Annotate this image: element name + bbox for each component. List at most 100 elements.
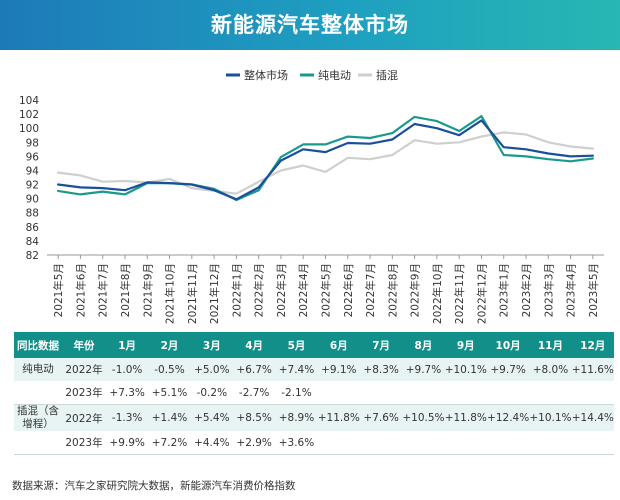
value-cell [571,381,614,405]
y-tick-label: 102 [19,109,39,121]
value-cell: +10.5% [402,404,445,431]
header-month: 3月 [190,332,233,358]
y-tick-label: 94 [26,165,40,177]
header-month: 1月 [106,332,149,358]
y-tick-label: 92 [26,180,39,192]
value-cell [444,431,487,455]
year-cell: 2022年 [62,358,106,381]
table-row: 插混（含增程） 2022年 -1.3% +1.4% +5.4% +8.5% +8.9% +11… [14,404,614,431]
value-cell: +14.4% [571,404,614,431]
value-cell [571,431,614,455]
x-tick-label: 2021年8月 [119,263,132,317]
value-cell: +9.7% [402,358,445,381]
value-cell: +8.0% [529,358,572,381]
y-tick-label: 84 [26,236,40,248]
y-tick-label: 100 [19,123,39,135]
value-cell: +9.7% [486,358,530,381]
value-cell [402,381,445,405]
legend-label-整体市场: 整体市场 [244,68,288,82]
year-cell: 2022年 [62,404,106,431]
header-year: 年份 [62,332,106,358]
value-cell [317,431,360,455]
header-month: 5月 [275,332,318,358]
x-tick-label: 2022年1月 [230,263,243,317]
header-month: 11月 [529,332,572,358]
x-tick-label: 2021年5月 [52,263,65,317]
legend-label-插混: 插混 [376,68,398,82]
year-cell: 2023年 [62,431,106,455]
x-tick-label: 2021年9月 [141,263,154,317]
header-month: 7月 [359,332,403,358]
y-tick-label: 104 [19,95,39,107]
value-cell: +4.4% [190,431,233,455]
header-month: 2月 [148,332,191,358]
table-row: 2023年 +7.3% +5.1% -0.2% -2.7% -2.1% [14,381,614,405]
value-cell: -1.3% [106,404,149,431]
group-label: 纯电动 [14,358,62,381]
x-tick-label: 2022年10月 [431,263,444,324]
value-cell: +8.3% [359,358,403,381]
x-tick-label: 2022年9月 [409,263,422,317]
value-cell: +3.6% [275,431,318,455]
value-cell: +7.3% [106,381,149,405]
header-month: 6月 [317,332,360,358]
y-tick-label: 86 [26,222,40,234]
series-line-整体市场 [56,119,595,201]
x-tick-label: 2021年7月 [97,263,110,317]
line-chart: 82 84 86 88 90 92 94 96 98 100 102 104 2021年5月 2021年6… [19,68,604,324]
header-month: 9月 [444,332,487,358]
value-cell [486,431,530,455]
value-cell: +10.1% [529,404,572,431]
yoy-data-table: 同比数据 年份 1月 2月 3月 4月 5月 6月 7月 8月 9月 10月 11月 12月 纯电动 202… [14,332,614,455]
x-tick-label: 2021年11月 [186,263,199,324]
value-cell [529,381,572,405]
x-tick-label: 2023年3月 [542,263,555,317]
x-tick-label: 2022年5月 [320,263,333,317]
value-cell: -0.5% [148,358,191,381]
value-cell: +8.9% [275,404,318,431]
y-tick-label: 88 [26,208,39,220]
value-cell: +5.0% [190,358,233,381]
value-cell: +2.9% [232,431,276,455]
header-month: 8月 [402,332,445,358]
value-cell: +5.4% [190,404,233,431]
y-tick-label: 96 [26,151,40,163]
x-tick-label: 2022年3月 [275,263,288,317]
value-cell: +7.4% [275,358,318,381]
header-metric: 同比数据 [14,332,62,358]
value-cell: +7.6% [359,404,403,431]
value-cell: +10.1% [444,358,487,381]
value-cell: +6.7% [232,358,276,381]
x-tick-label: 2023年2月 [520,263,533,317]
x-tick-label: 2022年4月 [297,263,310,317]
value-cell: +12.4% [486,404,530,431]
y-tick-label: 82 [26,250,39,262]
value-cell: -1.0% [106,358,149,381]
value-cell: +5.1% [148,381,191,405]
value-cell: +11.6% [571,358,614,381]
x-tick-label: 2021年12月 [208,263,221,324]
header-month: 12月 [571,332,614,358]
x-tick-label: 2022年7月 [364,263,377,317]
table-row: 2023年 +9.9% +7.2% +4.4% +2.9% +3.6% [14,431,614,455]
value-cell: +11.8% [317,404,360,431]
group-label-empty [14,381,62,405]
value-cell: -2.1% [275,381,318,405]
legend-label-纯电动: 纯电动 [318,69,351,82]
value-cell: +7.2% [148,431,191,455]
value-cell [317,381,360,405]
page-title: 新能源汽车整体市场 [211,13,409,37]
series-line-纯电动 [56,115,595,202]
year-cell: 2023年 [62,381,106,405]
x-tick-label: 2023年5月 [587,263,600,317]
y-tick-label: 90 [26,194,39,206]
title-bar [0,0,620,50]
value-cell [486,381,530,405]
group-label: 插混（含增程） [14,404,62,431]
x-tick-label: 2022年2月 [253,263,266,317]
x-tick-label: 2023年4月 [565,263,578,317]
x-tick-label: 2023年1月 [498,263,511,317]
value-cell: -2.7% [232,381,276,405]
x-tick-label: 2021年10月 [164,263,177,324]
value-cell [359,431,403,455]
